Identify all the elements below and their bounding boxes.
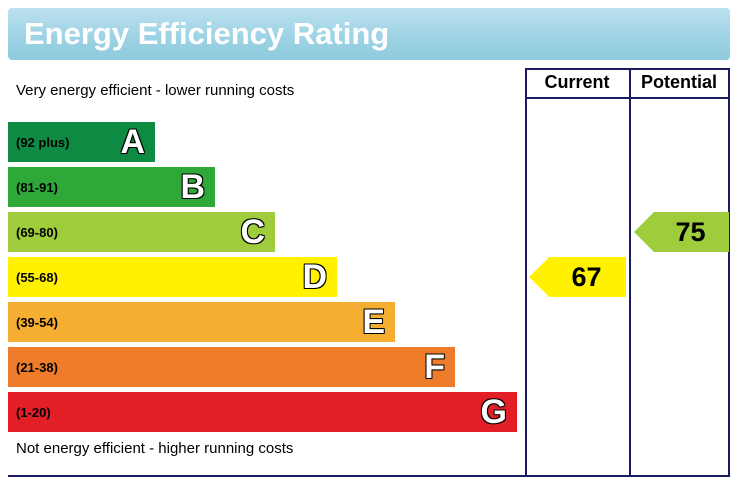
band-range-label-g: (1-20) [16,404,51,420]
band-row-a: (92 plus) A [8,122,525,162]
band-letter-a: A [120,123,145,161]
current-column-header: Current [544,72,610,92]
band-row-b: (81-91) B [8,167,525,207]
current-rating-arrow: 67 [529,257,626,297]
band-bar-d: (55-68) D [8,257,337,297]
band-letter-b: B [180,168,205,206]
page-title: Energy Efficiency Rating [8,8,730,60]
bottom-note: Not energy efficient - higher running co… [16,440,294,457]
potential-column-header: Potential [640,72,717,92]
band-bar-a: (92 plus) A [8,122,155,162]
band-range-label-a: (92 plus) [16,134,70,150]
top-note: Very energy efficient - lower running co… [16,82,295,99]
band-row-e: (39-54) E [8,302,525,342]
band-row-d: (55-68) D [8,257,525,297]
band-bar-e: (39-54) E [8,302,395,342]
epc-chart: Very energy efficient - lower running co… [8,68,730,477]
band-letter-d: D [302,258,327,296]
current-rating-value: 67 [571,261,602,292]
header-bottom-border [525,97,730,99]
potential-rating-value: 75 [675,216,706,247]
band-bar-g: (1-20) G [8,392,517,432]
chart-bottom-border [8,475,730,477]
header-top-border [525,68,730,70]
band-letter-e: E [362,303,385,341]
band-bar-c: (69-80) C [8,212,275,252]
band-row-c: (69-80) C [8,212,525,252]
band-row-g: (1-20) G [8,392,525,432]
band-range-label-e: (39-54) [16,314,58,330]
band-range-label-c: (69-80) [16,224,58,240]
band-range-label-b: (81-91) [16,179,58,195]
band-bar-b: (81-91) B [8,167,215,207]
band-row-f: (21-38) F [8,347,525,387]
band-letter-f: F [424,348,445,386]
divider-main-current [525,68,527,477]
divider-current-potential [629,68,631,477]
band-bar-f: (21-38) F [8,347,455,387]
potential-rating-arrow: 75 [634,212,729,252]
chart-right-border [728,68,730,477]
band-letter-g: G [480,393,507,431]
band-range-label-d: (55-68) [16,269,58,285]
band-range-label-f: (21-38) [16,359,58,375]
band-letter-c: C [240,213,265,251]
